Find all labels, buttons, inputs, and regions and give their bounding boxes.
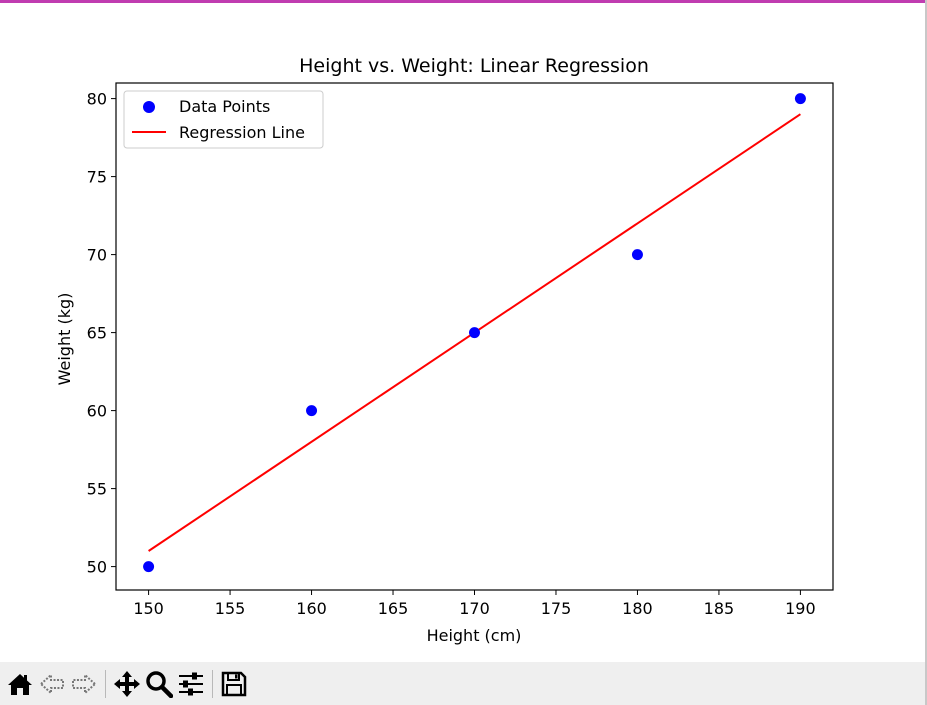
x-tick-label: 160 [296,599,327,618]
navigation-toolbar [0,662,925,705]
y-tick-label: 55 [87,480,107,499]
back-button[interactable] [36,668,68,700]
x-tick-label: 155 [215,599,246,618]
legend-label-data-points: Data Points [179,97,270,116]
pan-icon [114,670,140,697]
legend-marker-data-points [143,101,155,113]
forward-icon [72,672,97,695]
window-top-border [0,0,927,3]
y-tick-label: 80 [87,90,107,109]
zoom-icon [146,670,173,698]
y-axis-label: Weight (kg) [55,293,74,386]
data-point [143,561,155,573]
data-point [306,405,318,417]
back-icon [39,672,64,695]
x-tick-label: 190 [785,599,816,618]
x-tick-label: 150 [133,599,164,618]
y-tick-label: 75 [87,168,107,187]
data-point [794,93,806,105]
data-point [631,249,643,261]
x-tick-label: 170 [459,599,490,618]
legend-label-regression-line: Regression Line [179,123,305,142]
toolbar-separator [212,669,213,698]
configure-subplots-button[interactable] [175,668,207,700]
configure-subplots-icon [179,672,203,695]
legend-box [123,90,324,149]
toolbar-separator [105,669,106,698]
legend: Data Points Regression Line [123,90,324,149]
chart-title: Height vs. Weight: Linear Regression [299,55,649,77]
zoom-button[interactable] [143,668,175,700]
forward-button[interactable] [68,668,100,700]
home-button[interactable] [4,668,36,700]
y-tick-label: 65 [87,324,107,343]
y-tick-label: 60 [87,402,107,421]
x-tick-label: 175 [541,599,572,618]
x-tick-label: 180 [622,599,653,618]
x-axis-label: Height (cm) [427,626,522,645]
window-right-border [925,0,927,705]
save-icon [221,671,247,696]
y-tick-label: 50 [87,558,107,577]
home-icon [8,673,32,695]
chart-figure: Height vs. Weight: Linear Regression 150… [55,55,834,645]
x-tick-label: 165 [378,599,409,618]
y-tick-label: 70 [87,246,107,265]
pan-button[interactable] [111,668,143,700]
save-button[interactable] [218,668,250,700]
data-point [469,327,480,339]
plot-axes: 150 155 160 165 170 175 180 185 190 50 55 60 65 70 75 8… [87,82,834,618]
x-tick-label: 185 [704,599,735,618]
